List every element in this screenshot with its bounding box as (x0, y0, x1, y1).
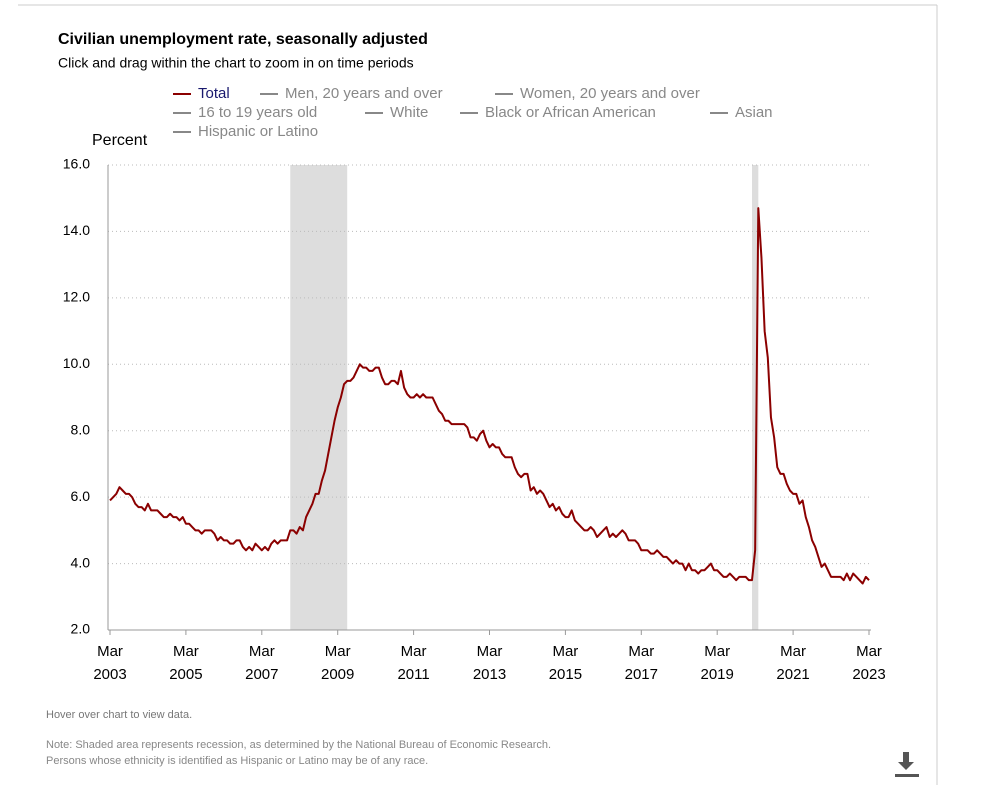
x-tick-label: 2007 (245, 666, 278, 683)
data-line (109, 207, 870, 585)
x-tick-label: 2011 (397, 666, 429, 683)
x-tick-label: 2003 (93, 666, 126, 683)
legend-label: Total (198, 85, 230, 102)
x-tick-label: 2023 (852, 666, 885, 683)
legend-label: Asian (735, 104, 773, 121)
x-tick-label: 2005 (169, 666, 202, 683)
y-tick-label: 14.0 (63, 222, 90, 238)
x-tick-label: 2009 (321, 666, 354, 683)
legend-label: Men, 20 years and over (285, 85, 443, 102)
download-icon-stem[interactable] (903, 752, 909, 762)
recession-band (290, 165, 348, 630)
x-tick-label: Mar (856, 643, 882, 660)
x-tick-label: Mar (552, 643, 578, 660)
download-icon-base[interactable] (895, 774, 919, 777)
y-axis-label: Percent (92, 132, 148, 149)
x-tick-label: 2021 (776, 666, 809, 683)
x-tick-label: Mar (97, 643, 123, 660)
y-tick-label: 6.0 (71, 488, 91, 504)
legend-label: 16 to 19 years old (198, 104, 317, 121)
x-tick-label: 2019 (701, 666, 734, 683)
x-tick-label: Mar (628, 643, 654, 660)
legend-label: White (390, 104, 428, 121)
x-tick-label: 2013 (473, 666, 506, 683)
x-tick-label: 2017 (625, 666, 658, 683)
x-tick-label: Mar (704, 643, 730, 660)
chart-title: Civilian unemployment rate, seasonally a… (58, 31, 428, 48)
legend-label: Black or African American (485, 104, 656, 121)
chart-subtitle: Click and drag within the chart to zoom … (58, 55, 414, 71)
legend-label: Hispanic or Latino (198, 123, 318, 140)
x-tick-label: Mar (173, 643, 199, 660)
y-tick-label: 2.0 (71, 621, 91, 637)
y-tick-label: 12.0 (63, 289, 90, 305)
y-tick-label: 10.0 (63, 355, 90, 371)
y-tick-label: 16.0 (63, 156, 90, 172)
x-tick-label: Mar (325, 643, 351, 660)
download-icon-arrow[interactable] (898, 762, 914, 770)
note: Note: Shaded area represents recession, … (46, 739, 551, 751)
x-tick-label: Mar (780, 643, 806, 660)
x-tick-label: Mar (249, 643, 275, 660)
hover-note: Hover over chart to view data. (46, 709, 192, 721)
x-tick-label: 2015 (549, 666, 582, 683)
x-tick-label: Mar (401, 643, 427, 660)
x-tick-label: Mar (477, 643, 503, 660)
note: Persons whose ethnicity is identified as… (46, 755, 428, 767)
y-tick-label: 8.0 (71, 421, 91, 437)
legend-label: Women, 20 years and over (520, 85, 700, 102)
recession-band (751, 165, 759, 630)
download-icon[interactable] (895, 752, 919, 777)
y-tick-label: 4.0 (71, 554, 91, 570)
